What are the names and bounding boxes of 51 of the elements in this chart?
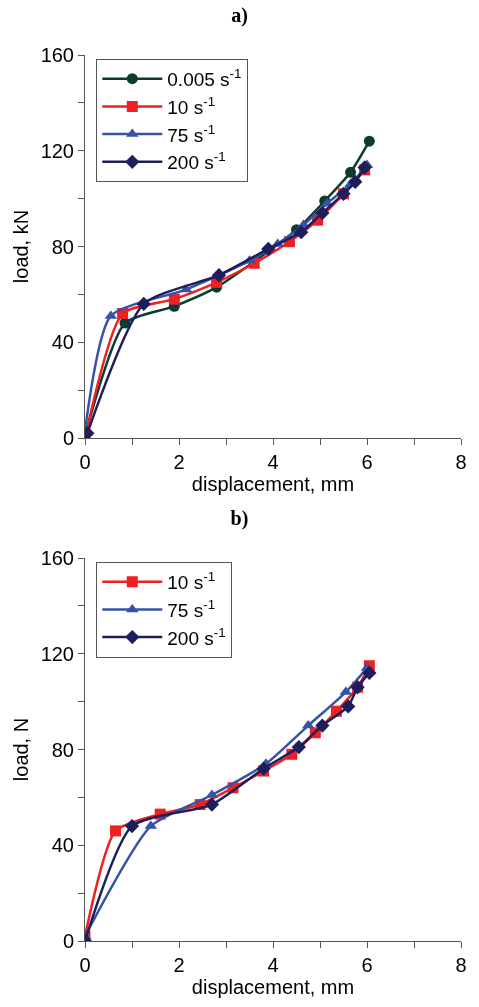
point xyxy=(211,268,227,283)
legend-label: 200 s$^{-1}$ xyxy=(167,624,226,649)
y-tick-label: 160 xyxy=(40,44,74,66)
x-tick-label: 4 xyxy=(267,954,279,976)
point xyxy=(136,296,151,312)
legend-label: 200 s$^{-1}$ xyxy=(167,149,226,174)
x-axis-title: displacement, mm xyxy=(191,976,355,998)
x-tick-label: 6 xyxy=(361,451,373,473)
legend-label: 10 s$^{-1}$ xyxy=(167,93,216,118)
point xyxy=(315,205,330,221)
y-tick-label: 120 xyxy=(40,642,74,665)
x-tick-label: 0 xyxy=(79,451,91,473)
point xyxy=(357,160,372,175)
y-axis-title: load, kN xyxy=(10,209,33,284)
x-axis-title: displacement, mm xyxy=(191,473,355,495)
x-tick-label: 2 xyxy=(173,954,185,976)
x-tick-label: 6 xyxy=(361,954,373,976)
point xyxy=(110,825,122,837)
x-tick-label: 4 xyxy=(267,451,279,473)
x-tick-label: 0 xyxy=(79,954,91,976)
point xyxy=(363,135,375,147)
y-tick-label: 0 xyxy=(62,930,74,952)
point xyxy=(345,166,357,178)
point xyxy=(124,818,140,834)
point xyxy=(204,797,220,812)
x-tick-label: 2 xyxy=(173,451,185,473)
point xyxy=(261,241,276,257)
y-tick-label: 80 xyxy=(51,235,74,258)
legend-label: 75 s$^{-1}$ xyxy=(167,121,216,146)
y-tick-label: 40 xyxy=(51,331,74,354)
point xyxy=(291,739,306,755)
point xyxy=(362,665,377,681)
y-tick-label: 120 xyxy=(40,139,74,162)
chart-title: a) xyxy=(231,3,248,27)
point xyxy=(341,699,356,714)
point xyxy=(294,224,309,240)
legend-label: 75 s$^{-1}$ xyxy=(167,596,216,621)
x-tick-label: 8 xyxy=(455,451,467,473)
point xyxy=(348,174,363,190)
y-tick-label: 40 xyxy=(51,834,74,857)
legend-label: 10 s$^{-1}$ xyxy=(167,569,216,594)
y-tick-label: 80 xyxy=(51,738,74,761)
x-tick-label: 8 xyxy=(455,954,467,976)
y-tick-label: 160 xyxy=(40,547,74,569)
point xyxy=(256,761,271,776)
y-tick-label: 0 xyxy=(62,427,74,449)
legend-label: 0.005 s$^{-1}$ xyxy=(167,66,242,91)
chart-title: b) xyxy=(230,506,249,530)
y-axis-title: load, N xyxy=(10,717,33,782)
point xyxy=(315,718,330,733)
point xyxy=(168,293,180,305)
